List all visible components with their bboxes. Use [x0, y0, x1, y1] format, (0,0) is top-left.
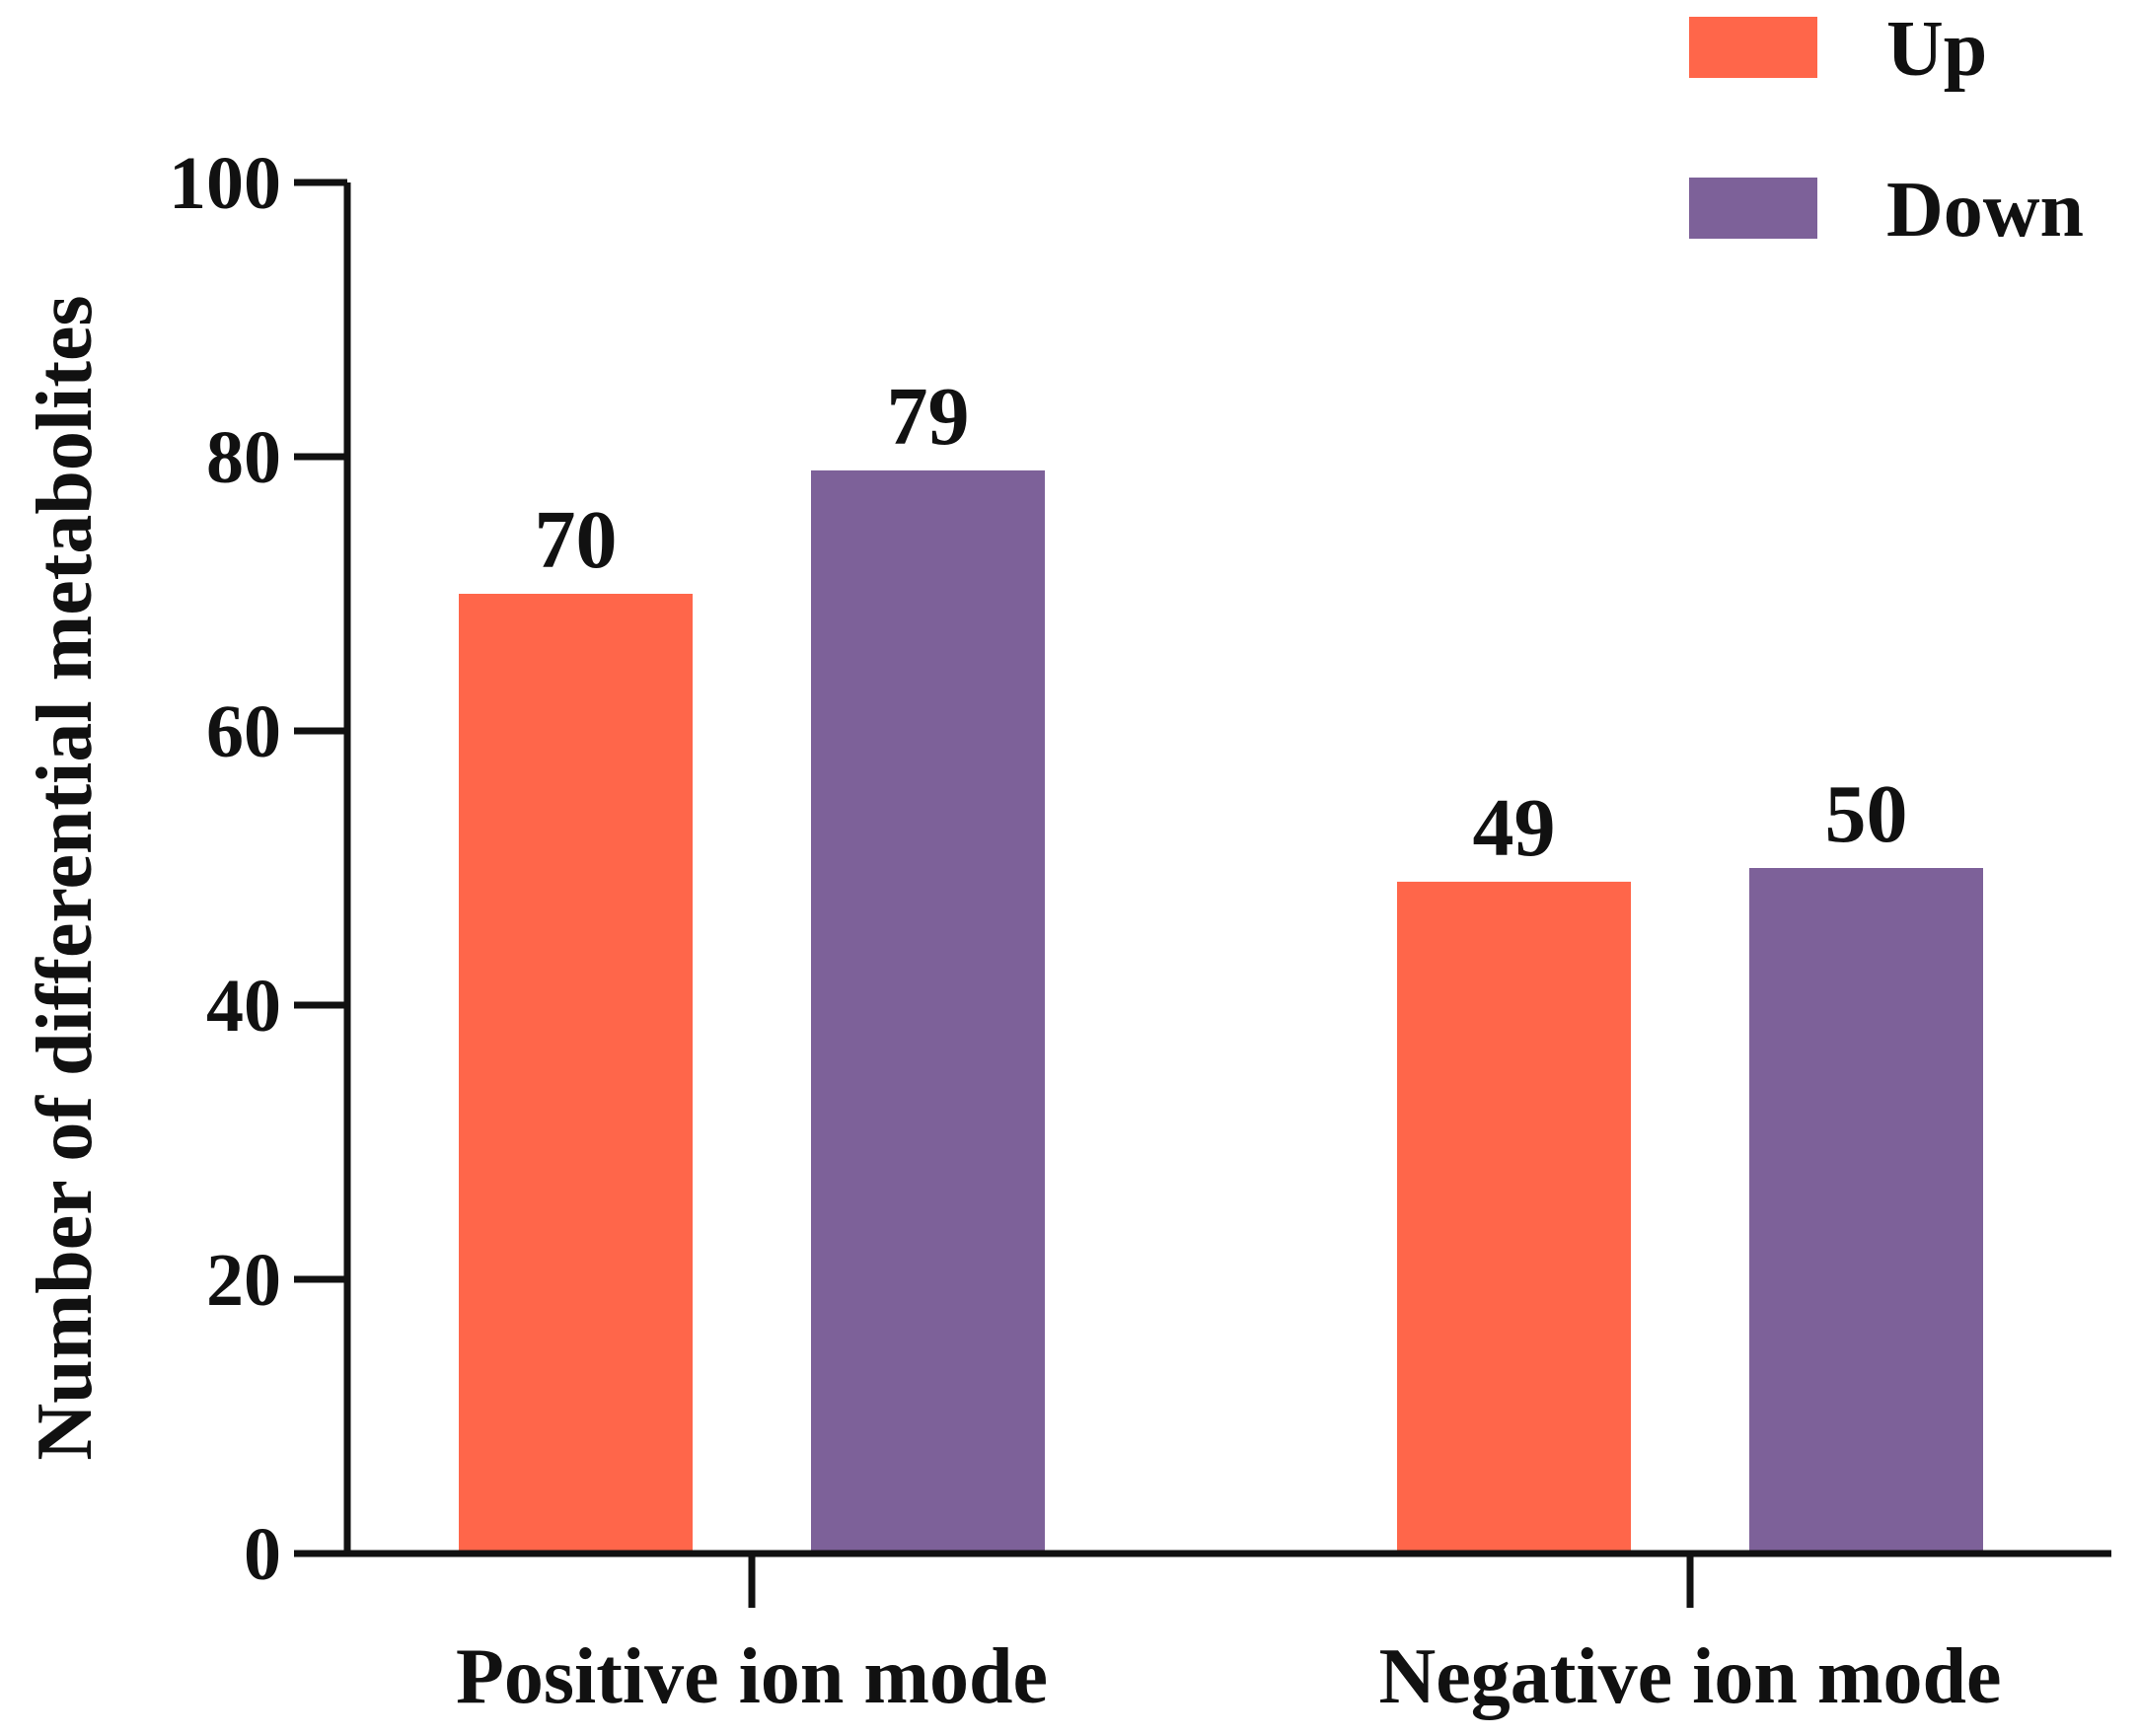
bar-up	[459, 594, 693, 1551]
bars-layer	[459, 470, 1983, 1551]
y-tick-label: 60	[206, 690, 281, 773]
value-labels-layer: 70 79 49 50	[535, 371, 1908, 874]
bar-down	[1749, 868, 1983, 1551]
y-tick-label: 0	[244, 1513, 281, 1596]
x-category-label: Positive ion mode	[456, 1633, 1048, 1720]
data-label: 79	[887, 371, 970, 463]
y-tick-label: 100	[169, 142, 281, 225]
legend-swatch-down	[1689, 178, 1817, 239]
data-label: 70	[535, 494, 618, 586]
bar-down	[811, 470, 1045, 1551]
legend-swatch-up	[1689, 17, 1817, 78]
y-ticks-layer: 0 20 40 60 80 100	[169, 142, 347, 1596]
x-category-label: Negative ion mode	[1378, 1633, 2001, 1720]
legend: Up Down	[1689, 6, 2084, 253]
y-axis-title: Number of differential metabolites	[22, 295, 109, 1460]
x-ticks-layer: Positive ion mode Negative ion mode	[456, 1554, 2002, 1720]
y-tick-label: 20	[206, 1239, 281, 1322]
data-label: 49	[1473, 782, 1556, 874]
legend-label-down: Down	[1886, 167, 2084, 253]
data-label: 50	[1825, 768, 1908, 860]
legend-label-up: Up	[1886, 6, 1987, 93]
axes-layer	[294, 182, 2111, 1557]
y-tick-label: 40	[206, 965, 281, 1048]
bar-up	[1397, 881, 1631, 1551]
y-tick-label: 80	[206, 416, 281, 499]
